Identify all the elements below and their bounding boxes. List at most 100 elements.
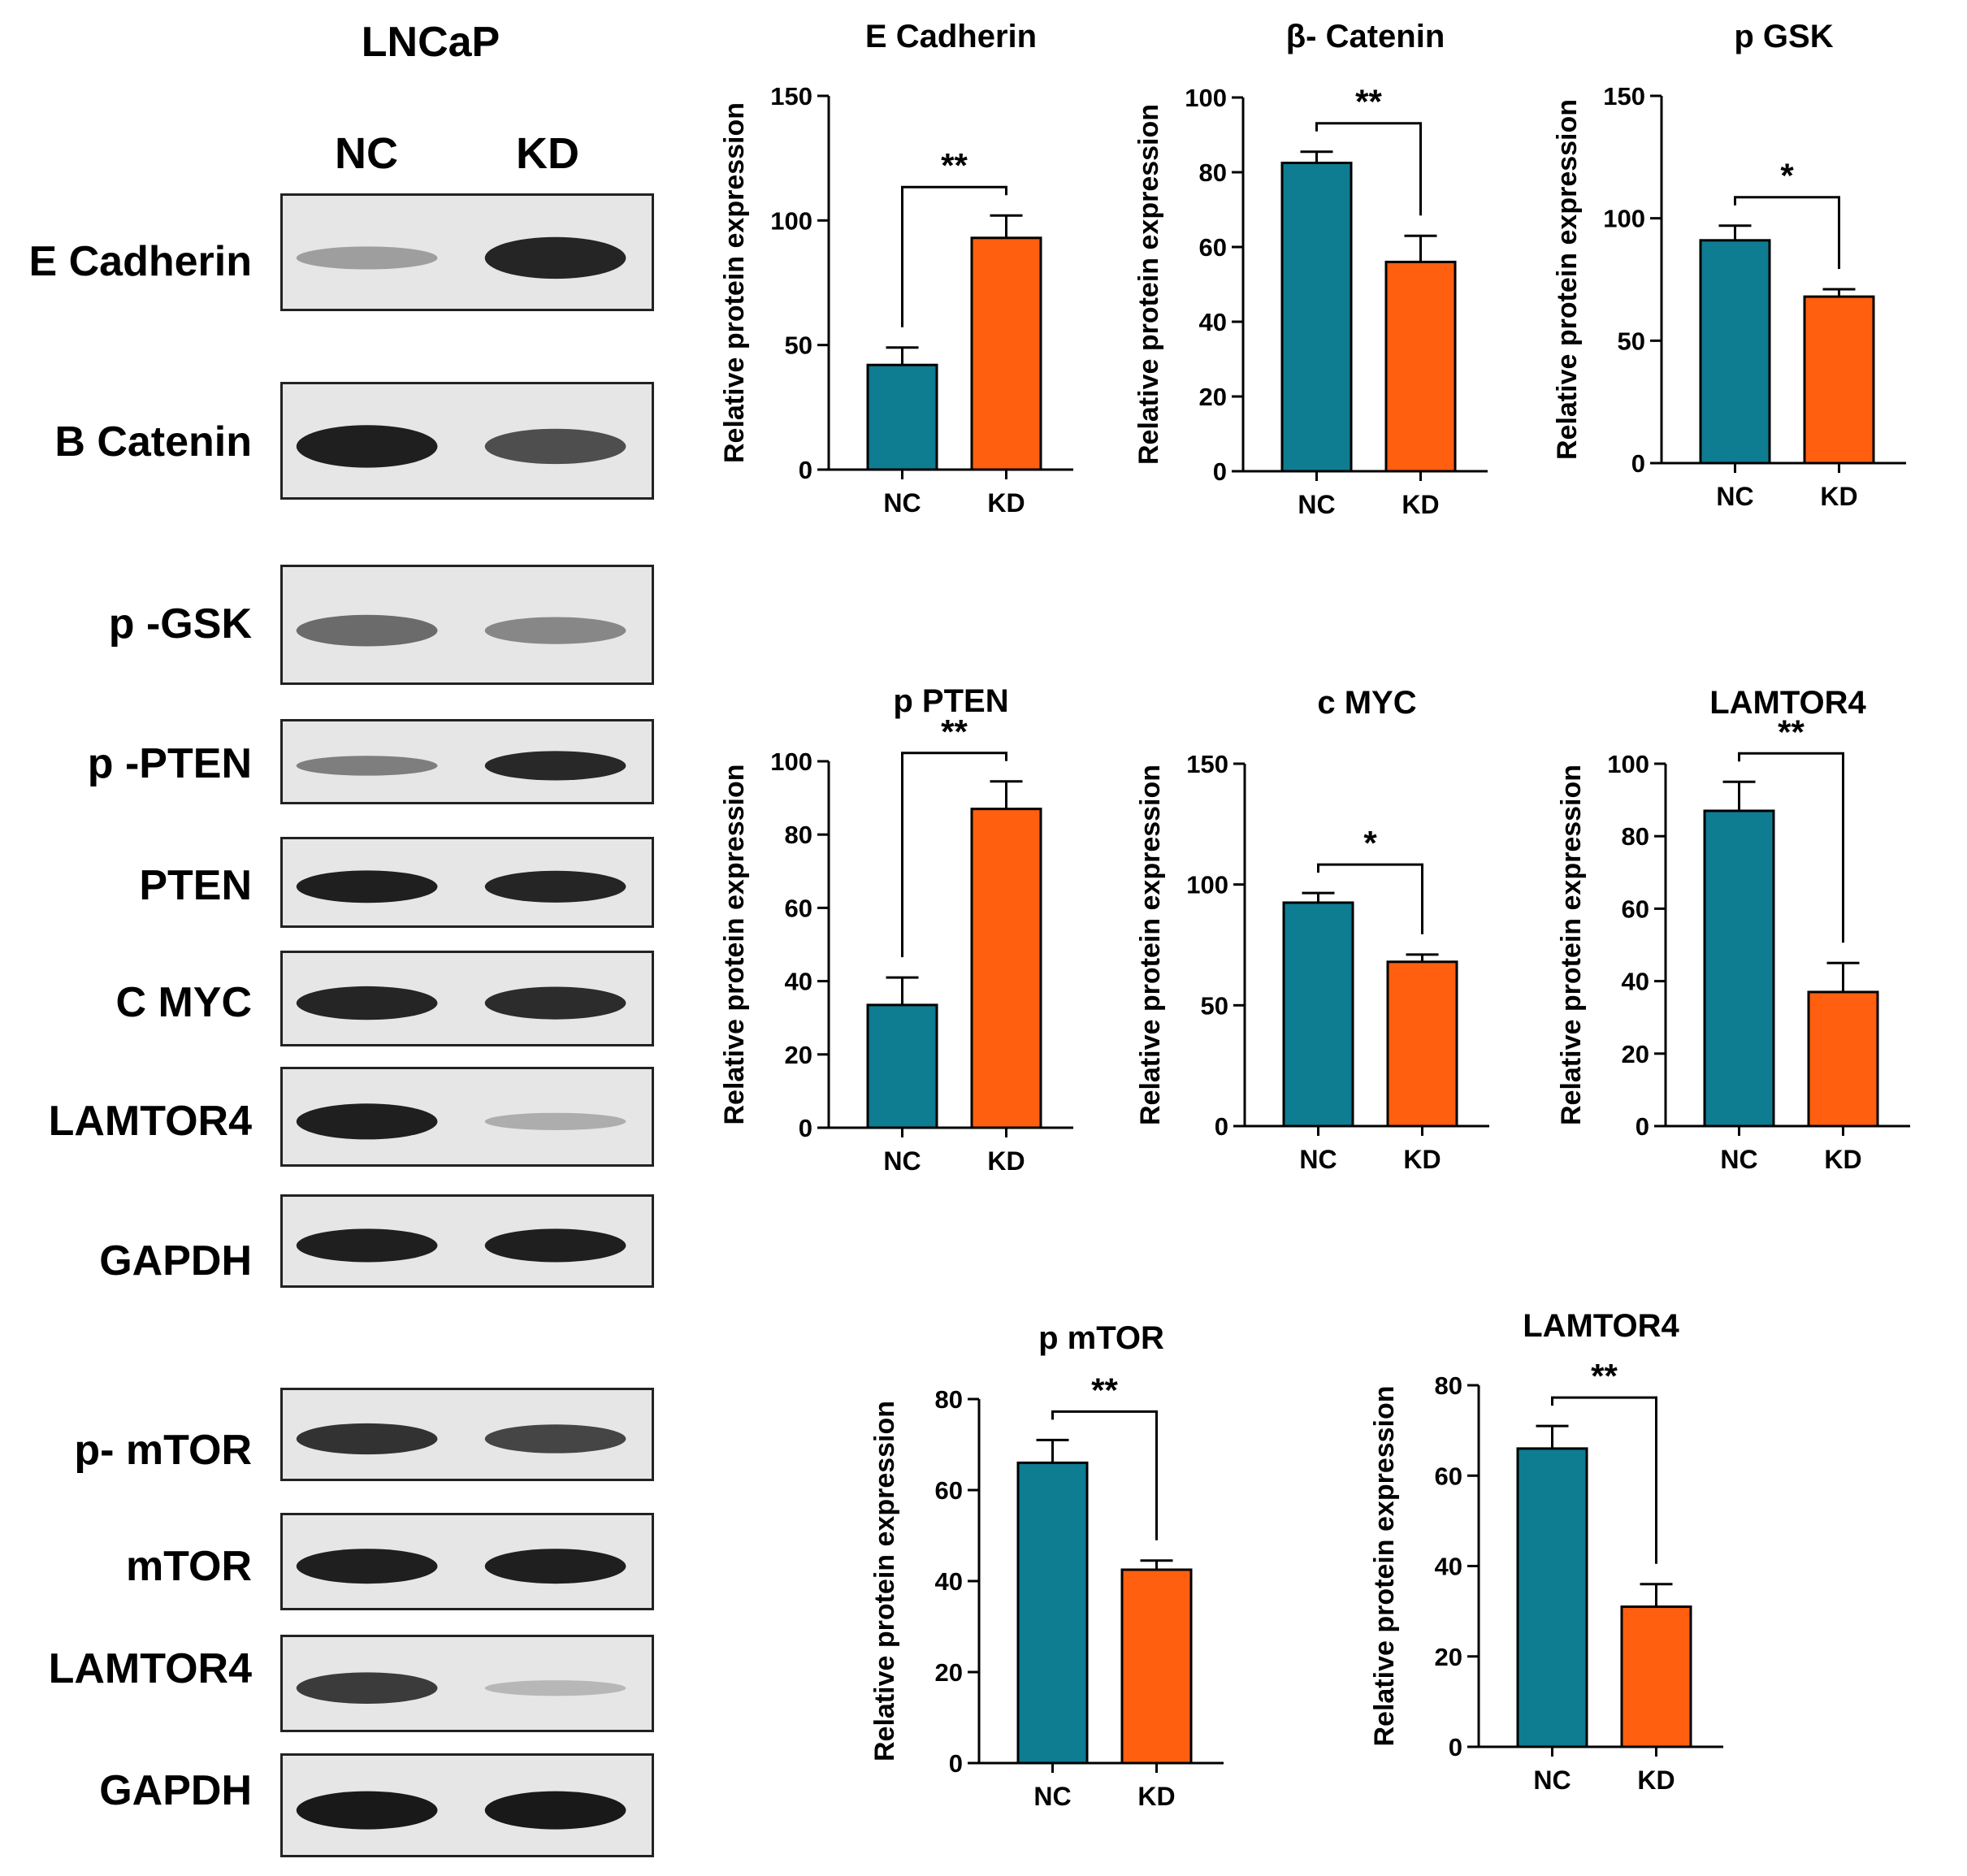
chart-title: p PTEN bbox=[893, 683, 1008, 719]
band-kd bbox=[484, 1424, 626, 1454]
x-tick-label: NC bbox=[883, 488, 921, 518]
blot-row-label: p -PTEN bbox=[87, 740, 252, 787]
bar-chart-7: p mTOR Relative protein expression 0 20 40 60… bbox=[869, 1320, 1224, 1811]
y-tick-label: 0 bbox=[949, 1749, 963, 1778]
blot-row-label: GAPDH bbox=[99, 1237, 252, 1285]
y-tick-label: 80 bbox=[1435, 1371, 1462, 1400]
band-nc bbox=[296, 870, 438, 903]
blot-row-label: C MYC bbox=[115, 979, 252, 1026]
band-kd bbox=[484, 1228, 626, 1263]
y-tick-label: 80 bbox=[785, 821, 812, 849]
chart-title: LAMTOR4 bbox=[1709, 685, 1866, 721]
band-kd bbox=[484, 1549, 626, 1584]
y-tick-label: 20 bbox=[785, 1041, 812, 1069]
y-tick-label: 0 bbox=[1215, 1112, 1228, 1141]
chart-title: p mTOR bbox=[1038, 1320, 1164, 1356]
bar-kd bbox=[1807, 990, 1879, 1128]
y-axis-label: Relative protein expression bbox=[719, 102, 750, 463]
y-tick-label: 20 bbox=[935, 1658, 963, 1687]
significance-label: ** bbox=[1091, 1371, 1118, 1409]
significance-bracket bbox=[1551, 1396, 1657, 1564]
bar-kd bbox=[1386, 960, 1458, 1128]
band-kd bbox=[484, 986, 626, 1020]
y-tick-label: 60 bbox=[785, 894, 812, 922]
blot-band-image bbox=[280, 193, 654, 311]
blot-band-image bbox=[280, 1388, 654, 1481]
blot-row-label: LAMTOR4 bbox=[48, 1645, 252, 1692]
y-tick-label: 80 bbox=[935, 1385, 963, 1414]
band-nc bbox=[296, 425, 438, 468]
lane-label-nc: NC bbox=[335, 129, 398, 178]
western-blot-panel: LNCaP NC KD E Cadherin B Catenin p -GSK p -… bbox=[0, 0, 666, 1876]
bar-nc bbox=[1699, 239, 1771, 465]
bar-chart-6: LAMTOR4 Relative protein expression 0 20 40 6… bbox=[1556, 685, 1910, 1174]
y-tick-label: 100 bbox=[770, 747, 812, 776]
bar-chart-1: E Cadherin Relative protein expression 0 50… bbox=[719, 19, 1073, 518]
y-tick-label: 20 bbox=[1622, 1040, 1649, 1068]
blot-band-image bbox=[280, 951, 654, 1046]
blot-band-image bbox=[280, 837, 654, 928]
y-tick-label: 100 bbox=[1603, 205, 1645, 233]
y-axis-label: Relative protein expression bbox=[1369, 1385, 1400, 1746]
band-kd bbox=[484, 617, 626, 644]
y-tick-label: 0 bbox=[1636, 1112, 1649, 1141]
y-tick-label: 50 bbox=[1201, 991, 1228, 1020]
y-tick-label: 60 bbox=[1622, 895, 1649, 923]
x-tick-label: KD bbox=[1402, 490, 1439, 519]
significance-label: ** bbox=[1355, 83, 1382, 121]
y-tick-label: 150 bbox=[1603, 82, 1645, 110]
chart-title: E Cadherin bbox=[865, 19, 1037, 54]
significance-label: * bbox=[1780, 157, 1794, 195]
significance-bracket bbox=[1738, 752, 1844, 943]
bar-kd bbox=[1120, 1568, 1193, 1765]
chart-title: p GSK bbox=[1734, 19, 1833, 54]
blot-row-label: GAPDH bbox=[99, 1767, 252, 1814]
bar-nc bbox=[1703, 809, 1775, 1128]
y-tick-label: 0 bbox=[799, 456, 812, 484]
x-tick-label: KD bbox=[1824, 1145, 1861, 1174]
bar-nc bbox=[866, 1003, 938, 1129]
y-tick-label: 50 bbox=[785, 331, 812, 360]
y-tick-label: 60 bbox=[1199, 233, 1227, 262]
x-tick-label: KD bbox=[1137, 1782, 1175, 1811]
y-tick-label: 20 bbox=[1435, 1643, 1462, 1671]
blot-band-image bbox=[280, 1753, 654, 1857]
x-tick-label: NC bbox=[1720, 1145, 1757, 1174]
y-axis-label: Relative protein expression bbox=[1556, 765, 1587, 1125]
band-kd bbox=[484, 1791, 626, 1830]
significance-label: ** bbox=[1591, 1357, 1618, 1395]
cell-line-title: LNCaP bbox=[361, 19, 500, 66]
x-tick-label: KD bbox=[987, 488, 1025, 518]
x-tick-label: KD bbox=[1637, 1766, 1675, 1795]
y-axis-label: Relative protein expression bbox=[869, 1401, 900, 1761]
x-tick-label: NC bbox=[1716, 482, 1753, 511]
blot-band-image bbox=[280, 1067, 654, 1167]
significance-bracket bbox=[901, 185, 1007, 327]
bar-kd bbox=[970, 236, 1042, 471]
band-nc bbox=[296, 1228, 438, 1263]
y-tick-label: 100 bbox=[1185, 84, 1227, 112]
y-tick-label: 40 bbox=[1622, 968, 1649, 996]
y-axis-label: Relative protein expression bbox=[1135, 765, 1166, 1125]
significance-bracket bbox=[1051, 1410, 1158, 1540]
significance-label: ** bbox=[1778, 713, 1805, 751]
y-tick-label: 80 bbox=[1622, 822, 1649, 851]
band-nc bbox=[296, 986, 438, 1020]
x-tick-label: KD bbox=[1403, 1145, 1441, 1174]
bar-nc bbox=[1016, 1461, 1089, 1765]
y-tick-label: 50 bbox=[1618, 327, 1645, 355]
x-tick-label: NC bbox=[883, 1146, 921, 1176]
blot-row-label: E Cadherin bbox=[28, 238, 253, 285]
x-tick-label: NC bbox=[1033, 1782, 1071, 1811]
y-tick-label: 0 bbox=[799, 1114, 812, 1142]
significance-label: ** bbox=[941, 713, 968, 751]
band-nc bbox=[296, 1672, 438, 1704]
blot-row-label: mTOR bbox=[125, 1543, 252, 1590]
bar-chart-4: p PTEN Relative protein expression 0 20 40 60… bbox=[719, 683, 1073, 1176]
y-tick-label: 40 bbox=[785, 968, 812, 996]
significance-bracket bbox=[1317, 863, 1423, 934]
x-tick-label: KD bbox=[1820, 482, 1857, 511]
chart-title: β- Catenin bbox=[1286, 19, 1445, 54]
band-kd bbox=[484, 236, 626, 279]
y-tick-label: 60 bbox=[935, 1476, 963, 1505]
